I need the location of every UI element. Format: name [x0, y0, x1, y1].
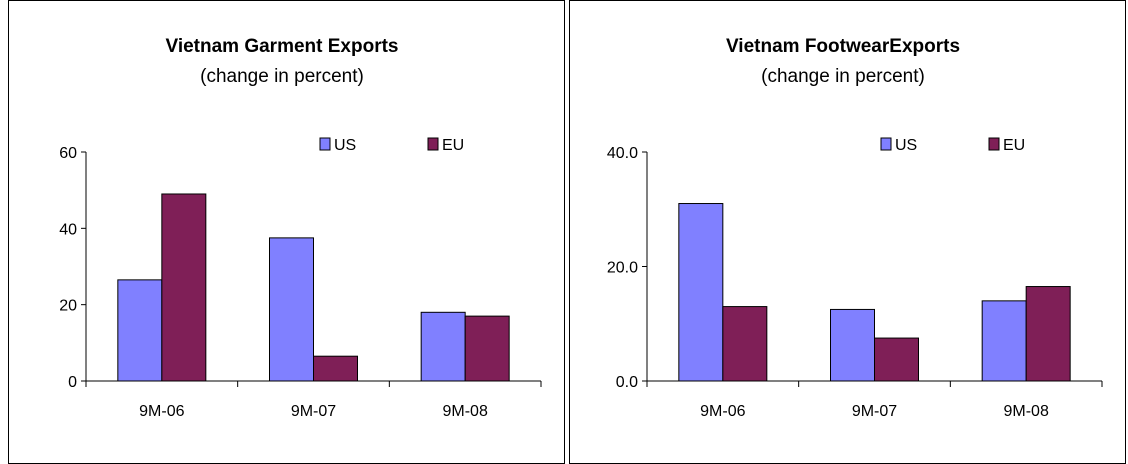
chart-subtitle: (change in percent) — [761, 66, 925, 87]
bar-us-9m-07 — [830, 308, 875, 382]
bar-eu-9m-06 — [722, 306, 768, 382]
y-tick-label: 40.0 — [607, 145, 638, 162]
y-tick-label: 0 — [68, 374, 77, 391]
bar-us-9m-08 — [981, 300, 1027, 382]
legend-label-us: US — [334, 137, 356, 154]
footwear-chart-svg: Vietnam FootwearExports (change in perce… — [569, 0, 1126, 464]
bar-us-9m-06 — [117, 279, 163, 382]
legend-swatch-eu — [988, 137, 1000, 151]
legend-swatch-us — [880, 137, 892, 151]
bar-eu-9m-07 — [313, 355, 358, 382]
chart-frame — [8, 0, 565, 464]
x-tick-label: 9M-07 — [291, 403, 336, 420]
legend-label-eu: EU — [442, 137, 464, 154]
bar-us-9m-07 — [269, 237, 314, 382]
chart-frame — [569, 0, 1126, 464]
garment-chart-svg: Vietnam Garment Exports (change in perce… — [8, 0, 565, 464]
y-tick-label: 20 — [59, 298, 77, 315]
legend-label-us: US — [895, 137, 917, 154]
x-tick-label: 9M-06 — [700, 403, 745, 420]
chart-subtitle: (change in percent) — [200, 66, 364, 87]
bar-eu-9m-08 — [1025, 286, 1071, 382]
x-tick-label: 9M-08 — [442, 403, 487, 420]
legend-swatch-eu — [427, 137, 439, 151]
legend-label-eu: EU — [1003, 137, 1025, 154]
footwear-exports-chart: Vietnam FootwearExports (change in perce… — [569, 0, 1128, 464]
y-tick-label: 0.0 — [616, 374, 638, 391]
chart-title: Vietnam Garment Exports — [165, 36, 398, 57]
chart-title: Vietnam FootwearExports — [726, 36, 960, 57]
y-tick-label: 40 — [59, 221, 77, 238]
bar-eu-9m-07 — [874, 337, 919, 382]
y-tick-label: 60 — [59, 145, 77, 162]
garment-exports-chart: Vietnam Garment Exports (change in perce… — [8, 0, 568, 464]
bar-eu-9m-08 — [464, 315, 510, 382]
x-tick-label: 9M-07 — [852, 403, 897, 420]
legend-swatch-us — [319, 137, 331, 151]
x-tick-label: 9M-06 — [139, 403, 184, 420]
y-tick-label: 20.0 — [607, 260, 638, 277]
bar-us-9m-06 — [678, 203, 724, 382]
bar-eu-9m-06 — [161, 193, 207, 382]
x-tick-label: 9M-08 — [1003, 403, 1048, 420]
bar-us-9m-08 — [420, 311, 466, 382]
